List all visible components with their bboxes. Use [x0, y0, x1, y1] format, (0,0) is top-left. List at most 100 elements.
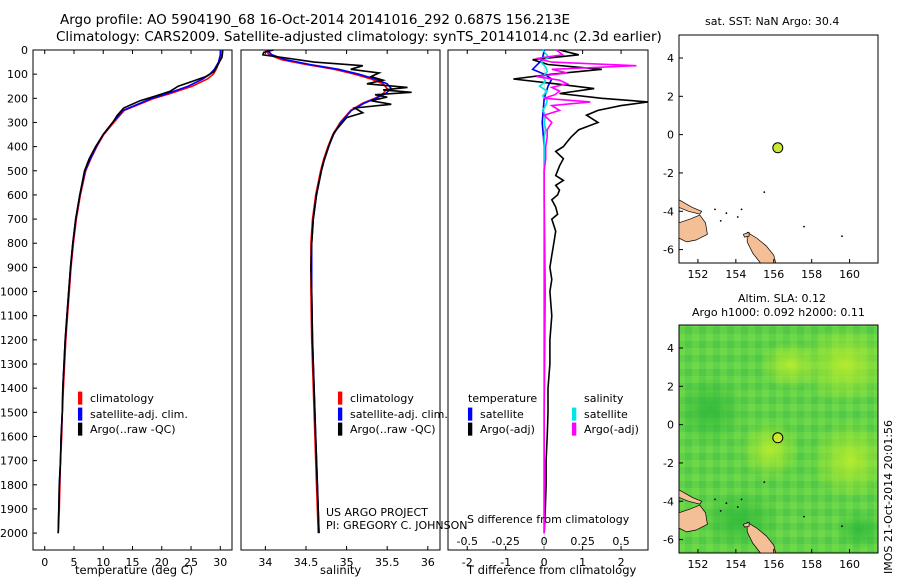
x-tick-label: 34.5: [294, 556, 319, 569]
legend-label-satellite: satellite-adj. clim.: [349, 407, 448, 421]
land-islet: [736, 216, 739, 218]
map-y-tick-label: -4: [663, 495, 674, 508]
series-line-satellite-adj-clim-: [266, 49, 393, 534]
series-line-climatology: [264, 49, 389, 534]
legend-title-salinity: salinity: [584, 392, 624, 405]
depth-tick-label: 300: [7, 116, 28, 129]
land-islet: [841, 235, 843, 238]
series-line-argo-raw-qc-: [261, 49, 412, 534]
land-islet: [714, 208, 716, 211]
land-islet: [763, 481, 766, 484]
salinity-profile-chart: 34 34.5 35 35.5 36: [240, 49, 441, 569]
series-line-temperature-argo-adj-: [513, 49, 649, 534]
x-tick-label: 15: [126, 556, 140, 569]
difference-top-axis-label: S difference from climatology: [467, 513, 630, 526]
project-pi: PI: GREGORY C. JOHNSON: [326, 519, 468, 532]
x-tick-label: 2: [618, 556, 625, 569]
land-islet: [740, 498, 743, 501]
map-x-tick-label: 156: [763, 268, 784, 281]
series-line-climatology: [57, 50, 222, 534]
land-islet: [803, 515, 805, 518]
x-tick-label: 35.5: [375, 556, 400, 569]
x-tick-label: 10: [96, 556, 110, 569]
x-tick-label: 35: [340, 556, 354, 569]
map-x-tick-label: 158: [801, 268, 822, 281]
depth-tick-label: 1000: [0, 286, 28, 299]
top-x-tick-label: 0: [541, 535, 548, 548]
x-tick-label: 0: [41, 556, 48, 569]
map-x-tick-label: 158: [801, 558, 822, 571]
x-tick-label: 34: [258, 556, 272, 569]
land-islet: [763, 191, 766, 194]
top-x-tick-label: -0.25: [491, 535, 519, 548]
sst-map: 152 154 156 158 160 -6 -4 -2 0 2 4: [663, 34, 879, 281]
difference-legend-salinity: salinity ▌ satellite ▌ Argo(-adj): [572, 392, 639, 436]
legend-label-satellite: satellite-adj. clim.: [89, 407, 188, 421]
depth-tick-label: 1400: [0, 382, 28, 395]
temperature-plot-frame: [32, 49, 233, 551]
depth-tick-label: 1300: [0, 358, 28, 371]
map-y-tick-label: 2: [667, 90, 674, 103]
temperature-profile-chart: 0100200300400500600700800900100011001200…: [0, 44, 233, 569]
map-y-tick-label: -2: [663, 457, 674, 470]
top-x-tick-label: 0.5: [612, 535, 630, 548]
temperature-x-label: temperature (deg C): [75, 563, 194, 577]
x-tick-label: 36: [421, 556, 435, 569]
land-islet: [725, 502, 728, 505]
depth-tick-label: 100: [7, 68, 28, 81]
legend-label-t-satellite: satellite: [479, 407, 524, 421]
land-new-ireland: [678, 199, 703, 215]
depth-tick-label: 1600: [0, 430, 28, 443]
map-y-tick-label: -6: [663, 534, 674, 547]
top-x-tick-label: -0.5: [456, 535, 477, 548]
depth-tick-label: 500: [7, 165, 28, 178]
depth-tick-label: 2000: [0, 527, 28, 540]
depth-tick-label: 1900: [0, 503, 28, 516]
depth-tick-label: 1500: [0, 406, 28, 419]
depth-tick-label: 1100: [0, 310, 28, 323]
depth-tick-label: 1700: [0, 455, 28, 468]
land-bougainville: [746, 521, 777, 554]
x-tick-label: 0: [541, 556, 548, 569]
legend-label-s-satellite: satellite: [583, 407, 628, 421]
legend-label-s-argo: Argo(-adj): [583, 423, 639, 436]
figure-title-line2: Climatology: CARS2009. Satellite-adjuste…: [56, 29, 662, 45]
depth-tick-label: 900: [7, 261, 28, 274]
series-line-satellite-adj-clim-: [57, 50, 222, 534]
land-new-britain: [678, 504, 708, 533]
land-new-ireland: [678, 489, 703, 505]
map-y-tick-label: 0: [667, 419, 674, 432]
x-tick-label: -1: [500, 556, 511, 569]
sst-map-title: sat. SST: NaN Argo: 30.4: [705, 15, 840, 28]
sla-map-frame: [678, 324, 879, 554]
argo-position-marker: [772, 142, 784, 154]
argo-position-marker: [772, 432, 784, 444]
legend-label-t-argo: Argo(-adj): [479, 423, 535, 436]
map-y-tick-label: 4: [667, 342, 674, 355]
land-islet: [740, 208, 743, 211]
difference-plot-frame: [447, 49, 649, 551]
depth-tick-label: 200: [7, 92, 28, 105]
depth-tick-label: 1800: [0, 479, 28, 492]
series-line-argo-raw-qc-: [57, 50, 224, 534]
map-y-tick-label: 4: [667, 52, 674, 65]
land-islet: [719, 219, 722, 222]
series-line-salinity-argo-adj-: [536, 49, 637, 534]
depth-tick-label: 400: [7, 141, 28, 154]
side-timestamp-label: IMOS 21-Oct-2014 20:01:56: [882, 419, 895, 574]
map-x-tick-label: 152: [687, 558, 708, 571]
figure-title-line1: Argo profile: AO 5904190_68 16-Oct-2014 …: [60, 12, 571, 28]
x-tick-label: -2: [462, 556, 473, 569]
sla-field: [679, 325, 878, 553]
land-islet: [725, 212, 728, 215]
map-x-tick-label: 156: [763, 558, 784, 571]
map-x-tick-label: 160: [839, 558, 860, 571]
land-bougainville: [746, 231, 777, 264]
land-islet: [841, 525, 843, 528]
salinity-plot-frame: [240, 49, 441, 551]
map-y-tick-label: -4: [663, 205, 674, 218]
series-line-temperature-satellite: [531, 49, 553, 534]
sla-map: 152 154 156 158 160 -6 -4 -2 0 2 4: [663, 324, 879, 571]
temperature-legend: ▌ climatology ▌ satellite-adj. clim. ▌ A…: [78, 392, 188, 436]
map-y-tick-label: 0: [667, 129, 674, 142]
